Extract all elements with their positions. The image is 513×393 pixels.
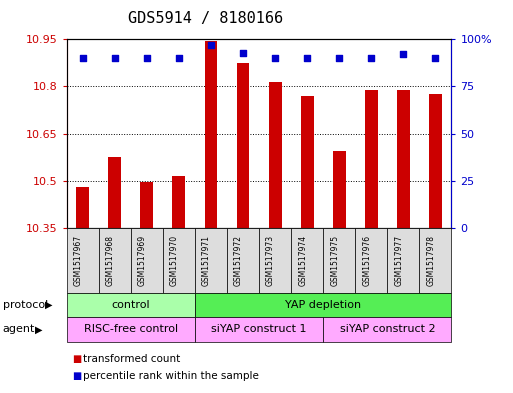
Text: GSM1517973: GSM1517973	[266, 235, 275, 286]
Point	[367, 55, 376, 61]
Text: agent: agent	[3, 324, 35, 334]
Point	[335, 55, 343, 61]
Text: GSM1517969: GSM1517969	[138, 235, 147, 286]
Text: GSM1517970: GSM1517970	[170, 235, 179, 286]
Text: siYAP construct 1: siYAP construct 1	[211, 324, 307, 334]
Text: percentile rank within the sample: percentile rank within the sample	[83, 371, 259, 381]
Bar	[397, 90, 410, 228]
Bar	[333, 151, 346, 228]
Bar	[76, 187, 89, 228]
Point	[78, 55, 87, 61]
Text: protocol: protocol	[3, 300, 48, 310]
Text: siYAP construct 2: siYAP construct 2	[340, 324, 435, 334]
Point	[111, 55, 119, 61]
Text: GSM1517974: GSM1517974	[298, 235, 307, 286]
Bar	[108, 157, 121, 228]
Point	[399, 51, 407, 57]
Point	[303, 55, 311, 61]
Text: ▶: ▶	[35, 324, 43, 334]
Bar	[205, 41, 218, 228]
Bar	[301, 96, 313, 228]
Text: GSM1517977: GSM1517977	[394, 235, 403, 286]
Bar	[429, 94, 442, 228]
Bar	[269, 82, 282, 228]
Text: GSM1517968: GSM1517968	[106, 235, 115, 286]
Text: ▶: ▶	[45, 300, 52, 310]
Text: GSM1517976: GSM1517976	[362, 235, 371, 286]
Bar	[236, 63, 249, 228]
Text: ■: ■	[72, 354, 81, 364]
Text: RISC-free control: RISC-free control	[84, 324, 178, 334]
Text: GDS5914 / 8180166: GDS5914 / 8180166	[128, 11, 283, 26]
Text: transformed count: transformed count	[83, 354, 181, 364]
Bar	[365, 90, 378, 228]
Point	[239, 50, 247, 56]
Text: control: control	[111, 300, 150, 310]
Point	[143, 55, 151, 61]
Text: ■: ■	[72, 371, 81, 381]
Text: GSM1517972: GSM1517972	[234, 235, 243, 286]
Point	[271, 55, 279, 61]
Bar	[172, 176, 185, 228]
Text: GSM1517971: GSM1517971	[202, 235, 211, 286]
Point	[431, 55, 440, 61]
Point	[175, 55, 183, 61]
Bar	[141, 182, 153, 228]
Text: GSM1517975: GSM1517975	[330, 235, 339, 286]
Text: YAP depletion: YAP depletion	[285, 300, 361, 310]
Point	[207, 42, 215, 48]
Text: GSM1517967: GSM1517967	[74, 235, 83, 286]
Text: GSM1517978: GSM1517978	[426, 235, 436, 286]
